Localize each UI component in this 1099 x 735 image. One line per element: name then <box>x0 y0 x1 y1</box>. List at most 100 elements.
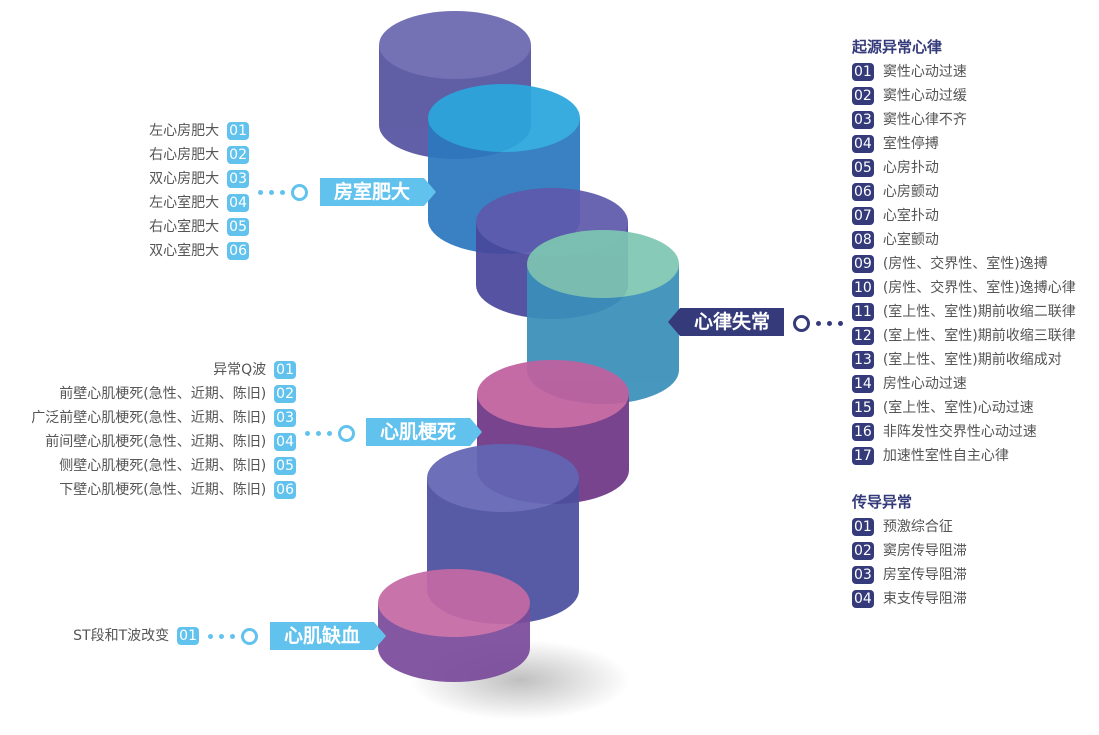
list-item: 08 心室颤动 <box>852 231 939 249</box>
item-number: 02 <box>852 542 874 560</box>
item-text: 房性心动过速 <box>882 376 967 392</box>
item-text: 窦性心律不齐 <box>882 112 967 128</box>
list-item: 02 窦性心动过缓 <box>852 87 967 105</box>
item-text: 双心房肥大 <box>149 171 220 187</box>
item-number: 11 <box>852 303 874 321</box>
item-number: 06 <box>274 481 296 499</box>
item-number: 01 <box>177 627 199 645</box>
list-item: 前间壁心肌梗死(急性、近期、陈旧) 04 <box>45 433 296 451</box>
list-item: 10 (房性、交界性、室性)逸搏心律 <box>852 279 1076 297</box>
item-number: 10 <box>852 279 874 297</box>
connector-ring <box>291 184 308 201</box>
list-item: 下壁心肌梗死(急性、近期、陈旧) 06 <box>59 481 296 499</box>
item-text: 心室颤动 <box>882 232 939 248</box>
connector-dot <box>230 634 235 639</box>
item-text: (室上性、室性)期前收缩三联律 <box>882 328 1076 344</box>
list-item: 广泛前壁心肌梗死(急性、近期、陈旧) 03 <box>31 409 296 427</box>
list-item: 03 窦性心律不齐 <box>852 111 967 129</box>
list-item: 05 心房扑动 <box>852 159 939 177</box>
item-number: 05 <box>227 218 249 236</box>
connector <box>793 315 843 332</box>
item-text: 侧壁心肌梗死(急性、近期、陈旧) <box>59 458 267 474</box>
connector-dot <box>316 431 321 436</box>
list-item: 双心房肥大 03 <box>149 170 249 188</box>
list-item: 13 (室上性、室性)期前收缩成对 <box>852 351 1062 369</box>
list-item: 15 (室上性、室性)心动过速 <box>852 399 1034 417</box>
list-item: 17 加速性室性自主心律 <box>852 447 1009 465</box>
item-text: 心房扑动 <box>882 160 939 176</box>
item-number: 09 <box>852 255 874 273</box>
connector-dot <box>219 634 224 639</box>
item-number: 03 <box>852 111 874 129</box>
list-item: 异常Q波 01 <box>213 361 296 379</box>
item-text: 右心室肥大 <box>149 219 220 235</box>
item-text: 束支传导阻滞 <box>882 591 967 607</box>
connector <box>258 184 308 201</box>
connector-ring <box>793 315 810 332</box>
list-item: 04 室性停搏 <box>852 135 939 153</box>
connector-dot <box>280 190 285 195</box>
item-text: (房性、交界性、室性)逸搏 <box>882 256 1048 272</box>
list-item: 12 (室上性、室性)期前收缩三联律 <box>852 327 1076 345</box>
list-item: 前壁心肌梗死(急性、近期、陈旧) 02 <box>59 385 296 403</box>
list-item: 01 窦性心动过速 <box>852 63 967 81</box>
connector-dot <box>269 190 274 195</box>
item-number: 02 <box>852 87 874 105</box>
conduction-heading: 传导异常 <box>852 493 913 511</box>
list-item: 11 (室上性、室性)期前收缩二联律 <box>852 303 1076 321</box>
list-item: 03 房室传导阻滞 <box>852 566 967 584</box>
item-number: 14 <box>852 375 874 393</box>
connector-ring <box>338 425 355 442</box>
list-item: 右心房肥大 02 <box>149 146 249 164</box>
item-text: 预激综合征 <box>882 519 953 535</box>
item-number: 16 <box>852 423 874 441</box>
list-item: 16 非阵发性交界性心动过速 <box>852 423 1037 441</box>
item-number: 04 <box>852 590 874 608</box>
item-number: 08 <box>852 231 874 249</box>
item-number: 03 <box>274 409 296 427</box>
list-item: 左心房肥大 01 <box>149 122 249 140</box>
list-item: 06 心房颤动 <box>852 183 939 201</box>
item-text: 异常Q波 <box>213 362 267 378</box>
item-number: 12 <box>852 327 874 345</box>
item-text: (房性、交界性、室性)逸搏心律 <box>882 280 1076 296</box>
item-text: 窦性心动过缓 <box>882 88 967 104</box>
item-number: 03 <box>227 170 249 188</box>
item-text: 右心房肥大 <box>149 147 220 163</box>
connector <box>305 425 355 442</box>
connector-dot <box>816 321 821 326</box>
item-number: 04 <box>852 135 874 153</box>
item-text: 左心房肥大 <box>149 123 220 139</box>
tag-hypertrophy: 房室肥大 <box>320 178 437 206</box>
list-item: 侧壁心肌梗死(急性、近期、陈旧) 05 <box>59 457 296 475</box>
item-text: (室上性、室性)心动过速 <box>882 400 1034 416</box>
item-text: 心室扑动 <box>882 208 939 224</box>
item-number: 07 <box>852 207 874 225</box>
item-text: 前间壁心肌梗死(急性、近期、陈旧) <box>45 434 267 450</box>
item-number: 13 <box>852 351 874 369</box>
item-number: 03 <box>852 566 874 584</box>
item-text: 前壁心肌梗死(急性、近期、陈旧) <box>59 386 267 402</box>
connector-dot <box>258 190 263 195</box>
item-text: 窦性心动过速 <box>882 64 967 80</box>
connector-dot <box>827 321 832 326</box>
tag-arrhythmia: 心律失常 <box>667 308 785 336</box>
list-item: 04 束支传导阻滞 <box>852 590 967 608</box>
tag-infarction: 心肌梗死 <box>366 418 483 446</box>
item-number: 04 <box>274 433 296 451</box>
connector-dot <box>208 634 213 639</box>
connector <box>208 628 258 645</box>
item-text: 加速性室性自主心律 <box>882 448 1009 464</box>
item-text: 双心室肥大 <box>149 243 220 259</box>
item-number: 02 <box>274 385 296 403</box>
item-text: 心房颤动 <box>882 184 939 200</box>
item-text: 非阵发性交界性心动过速 <box>882 424 1037 440</box>
item-number: 02 <box>227 146 249 164</box>
connector-dot <box>838 321 843 326</box>
list-item: 07 心室扑动 <box>852 207 939 225</box>
list-item: 右心室肥大 05 <box>149 218 249 236</box>
item-number: 01 <box>274 361 296 379</box>
list-item: 双心室肥大 06 <box>149 242 249 260</box>
connector-dot <box>305 431 310 436</box>
